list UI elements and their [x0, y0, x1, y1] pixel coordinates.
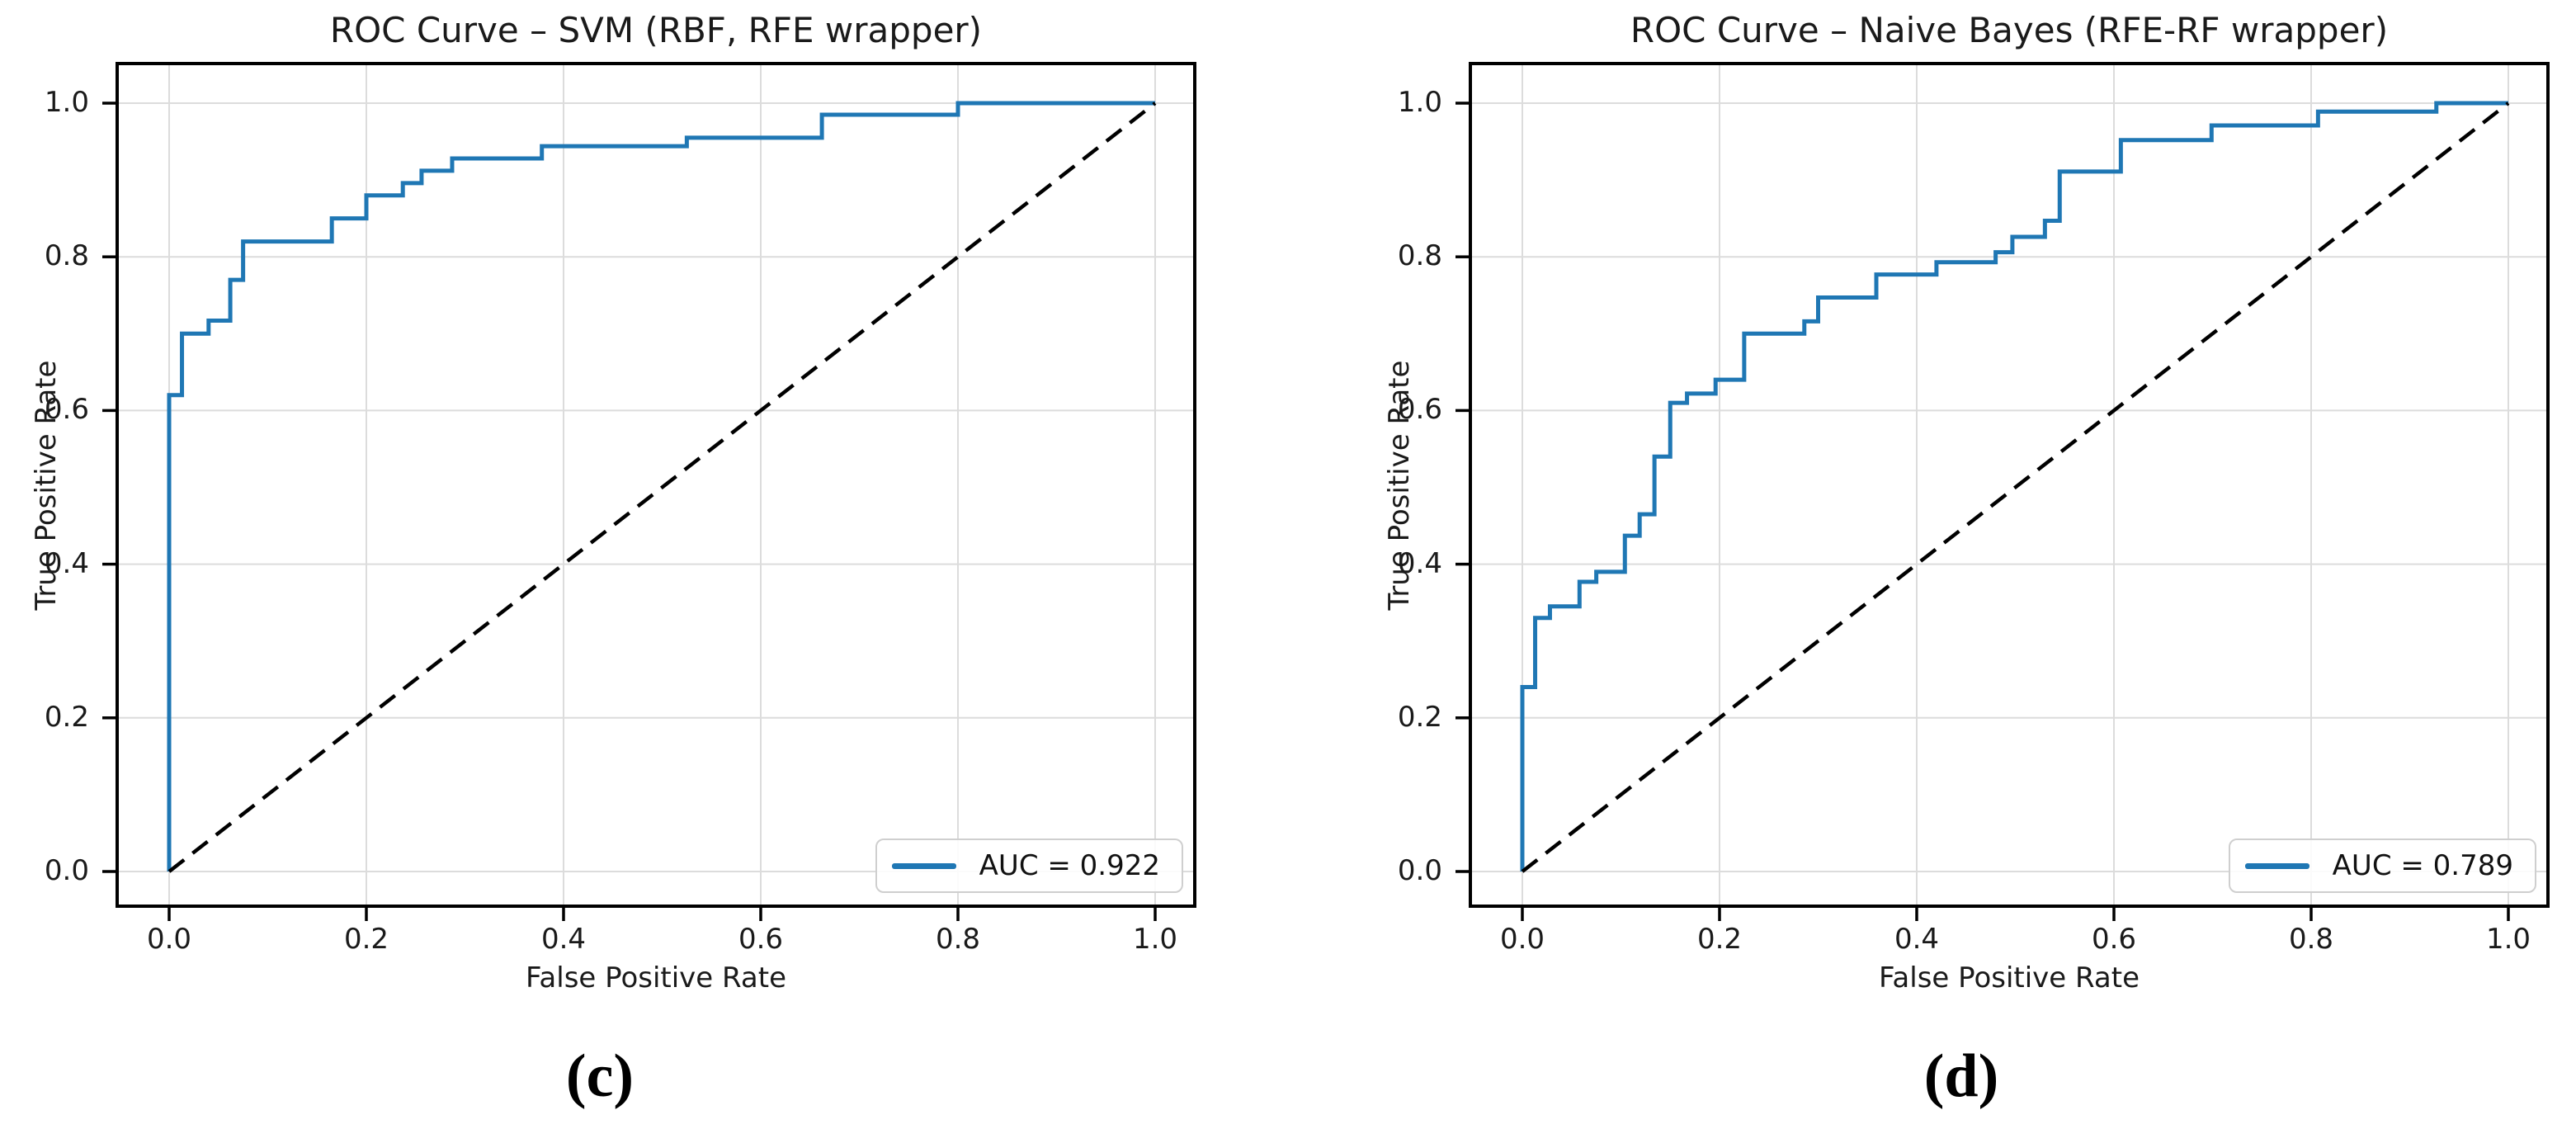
legend: AUC = 0.789	[2228, 838, 2536, 893]
legend-line-swatch	[891, 862, 956, 869]
plot-area	[1455, 62, 2550, 921]
y-tick-label: 0.4	[44, 546, 89, 580]
x-tick-label: 0.0	[1499, 923, 1545, 956]
roc-panel-naive-bayes: ROC Curve – Naive Bayes (RFE-RF wrapper)…	[1383, 11, 2550, 994]
chart-title: ROC Curve – Naive Bayes (RFE-RF wrapper)	[1630, 10, 2389, 50]
legend: AUC = 0.922	[875, 838, 1183, 893]
x-tick-label: 0.2	[1696, 923, 1743, 956]
y-tick-label: 0.2	[44, 700, 89, 734]
legend-label: AUC = 0.789	[2332, 849, 2513, 882]
y-tick-label: 0.8	[1397, 239, 1442, 273]
subfigure-caption-d: (d)	[1923, 1042, 1999, 1110]
y-tick-label: 0.4	[1397, 546, 1442, 580]
plot-area	[102, 62, 1196, 921]
subfigure-caption-c: (c)	[565, 1042, 635, 1110]
x-tick-label: 0.8	[935, 923, 981, 956]
y-tick-label: 0.8	[44, 239, 89, 273]
x-tick-label: 0.8	[2288, 923, 2334, 956]
x-tick-label: 0.2	[343, 923, 389, 956]
x-tick-label: 0.4	[1894, 923, 1940, 956]
x-tick-label: 0.4	[540, 923, 587, 956]
y-tick-label: 0.6	[44, 393, 89, 427]
x-tick-label: 0.6	[738, 923, 784, 956]
y-tick-label: 1.0	[1397, 86, 1442, 119]
x-tick-label: 0.6	[2091, 923, 2137, 956]
x-axis-label: False Positive Rate	[526, 961, 786, 994]
y-tick-label: 0.0	[1397, 854, 1442, 887]
y-tick-label: 1.0	[44, 86, 89, 119]
x-tick-label: 1.0	[1132, 923, 1178, 956]
roc-panel-svm: ROC Curve – SVM (RBF, RFE wrapper) True …	[30, 11, 1196, 994]
y-tick-label: 0.0	[44, 854, 89, 887]
legend-label: AUC = 0.922	[979, 849, 1160, 882]
x-tick-label: 1.0	[2485, 923, 2531, 956]
x-tick-label: 0.0	[146, 923, 192, 956]
x-axis-label: False Positive Rate	[1879, 961, 2140, 994]
y-tick-label: 0.6	[1397, 393, 1442, 427]
chart-title: ROC Curve – SVM (RBF, RFE wrapper)	[329, 10, 983, 50]
legend-line-swatch	[2244, 862, 2309, 869]
y-tick-label: 0.2	[1397, 700, 1442, 734]
